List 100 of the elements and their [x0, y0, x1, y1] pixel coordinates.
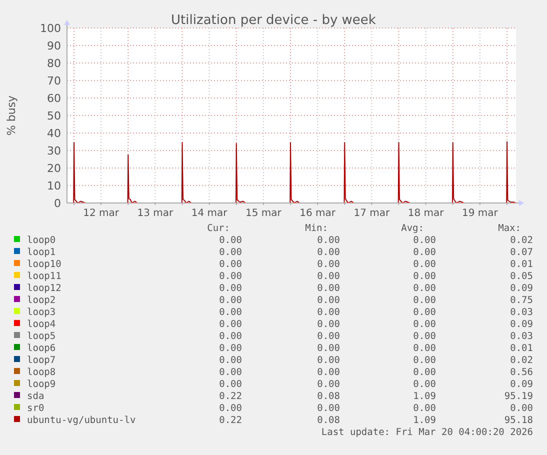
- text: 1.09: [413, 391, 436, 402]
- text: 0.01: [510, 259, 534, 270]
- text: 95.18: [504, 415, 534, 426]
- text: 0.00: [413, 319, 436, 330]
- text: 0.00: [413, 307, 436, 318]
- text: 0.00: [219, 343, 242, 354]
- text: 0.08: [317, 391, 340, 402]
- text: 0.00: [219, 319, 242, 330]
- text: 0.00: [413, 235, 436, 246]
- legend-label: loop3: [27, 307, 56, 318]
- text: 0.02: [510, 355, 533, 366]
- text: 0.00: [317, 307, 340, 318]
- text: 0.00: [413, 247, 436, 258]
- legend-label: loop6: [27, 343, 56, 354]
- legend-label: ubuntu-vg/ubuntu-lv: [27, 415, 136, 426]
- y-tick-label: 60: [47, 92, 61, 105]
- legend-label: loop9: [27, 379, 56, 390]
- x-tick-label: 18 mar: [408, 208, 445, 219]
- text: 0.56: [510, 367, 534, 378]
- text: 0.00: [317, 295, 340, 306]
- y-tick-label: 0: [54, 196, 61, 210]
- text: 0.02: [510, 235, 533, 246]
- text: 0.00: [317, 379, 340, 390]
- text: 0.00: [413, 343, 436, 354]
- y-tick-label: 40: [47, 126, 61, 140]
- y-tick-label: 80: [47, 56, 61, 70]
- text: 0.03: [510, 307, 533, 318]
- text: Last update: Fri Mar 20 04:00:20 2026: [321, 427, 534, 438]
- y-tick-label: 30: [47, 144, 61, 158]
- text: 0.00: [317, 403, 340, 414]
- x-tick-label: 17 mar: [354, 208, 390, 219]
- legend-label: loop10: [27, 259, 62, 270]
- x-tick-label: 13 mar: [137, 208, 174, 219]
- text: 0.00: [413, 331, 436, 342]
- text: 0.00: [219, 355, 242, 366]
- y-tick-label: 10: [47, 179, 61, 192]
- text: 0.00: [219, 379, 242, 390]
- text: 0.00: [317, 319, 340, 330]
- text: 0.00: [317, 259, 340, 270]
- legend-label: loop5: [27, 331, 56, 342]
- y-tick-label: 100: [40, 22, 61, 35]
- text: 0.09: [510, 379, 534, 390]
- x-tick-label: 16 mar: [300, 208, 336, 219]
- text: 0.75: [510, 295, 533, 306]
- legend-label: loop8: [27, 367, 56, 378]
- text: 95.19: [504, 391, 534, 402]
- text: 0.08: [317, 415, 340, 426]
- text: 0.00: [317, 331, 340, 342]
- legend-label: sda: [27, 391, 44, 402]
- text: 0.05: [510, 271, 533, 282]
- text: 0.00: [219, 367, 242, 378]
- text: 0.00: [219, 271, 242, 282]
- legend-label: loop12: [27, 283, 62, 294]
- text: 0.00: [413, 259, 436, 270]
- text: 0.00: [219, 283, 242, 294]
- text: 0.09: [510, 283, 534, 294]
- text: Avg:: [401, 223, 424, 234]
- text: 0.00: [317, 367, 340, 378]
- x-tick-label: 19 mar: [462, 208, 499, 219]
- legend-label: loop11: [27, 271, 62, 282]
- text: 0.00: [413, 379, 436, 390]
- legend-label: loop7: [27, 355, 56, 366]
- y-axis-title: % busy: [5, 94, 18, 136]
- text: Min:: [305, 223, 328, 234]
- text: 0.07: [510, 247, 533, 258]
- text: 0.00: [219, 331, 242, 342]
- legend-label: sr0: [27, 403, 44, 414]
- text: 0.00: [219, 247, 242, 258]
- text: 0.00: [317, 283, 340, 294]
- legend-label: loop0: [27, 235, 56, 246]
- y-tick-label: 70: [47, 74, 61, 88]
- x-tick-label: 15 mar: [245, 208, 282, 219]
- legend-label: loop4: [27, 319, 56, 330]
- text: 0.03: [510, 331, 533, 342]
- text: 0.09: [510, 319, 534, 330]
- text: 0.00: [413, 355, 436, 366]
- legend-label: loop2: [27, 295, 56, 306]
- text: 0.00: [219, 295, 242, 306]
- text: 0.00: [510, 403, 534, 414]
- y-tick-label: 20: [47, 162, 61, 175]
- text: 0.00: [413, 367, 436, 378]
- text: 0.00: [219, 307, 242, 318]
- text: Max:: [498, 223, 521, 234]
- text: 0.00: [413, 271, 436, 282]
- text: 0.00: [413, 403, 436, 414]
- text: 0.00: [413, 283, 436, 294]
- text: 0.00: [317, 247, 340, 258]
- text: 0.00: [219, 235, 242, 246]
- text: 1.09: [413, 415, 436, 426]
- chart-title: Utilization per device - by week: [171, 13, 376, 28]
- x-tick-label: 14 mar: [191, 208, 228, 219]
- text: 0.22: [219, 415, 242, 426]
- text: 0.00: [219, 259, 242, 270]
- text: 0.01: [510, 343, 534, 354]
- legend-label: loop1: [27, 247, 56, 258]
- y-tick-label: 90: [47, 39, 61, 52]
- text: 0.22: [219, 391, 242, 402]
- text: 0.00: [317, 355, 340, 366]
- text: 0.00: [317, 235, 340, 246]
- text: 0.00: [317, 271, 340, 282]
